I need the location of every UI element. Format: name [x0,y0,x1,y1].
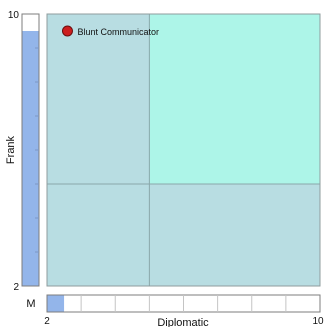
plot-area: Blunt Communicator [46,13,321,287]
bottom-meter-segments [80,295,287,312]
side-meter [21,13,40,287]
quadrant-highlight [149,14,320,184]
y-axis-label: Frank [5,135,17,164]
x-tick-right: 10 [312,316,324,327]
y-tick-bottom: 2 [13,282,19,293]
bottom-meter-label: M [26,298,35,310]
plot-frame [46,13,321,287]
data-point [61,25,73,37]
side-meter-ticks [35,47,39,253]
x-tick-left: 2 [44,316,50,327]
bottom-meter: M [26,294,321,313]
side-meter-fill [22,31,39,286]
bottom-meter-fill [47,295,65,312]
data-point-label: Blunt Communicator [77,27,159,37]
x-axis-label: Diplomatic [157,317,209,327]
points-layer: Blunt Communicator [61,25,159,37]
y-tick-top: 10 [8,10,20,21]
